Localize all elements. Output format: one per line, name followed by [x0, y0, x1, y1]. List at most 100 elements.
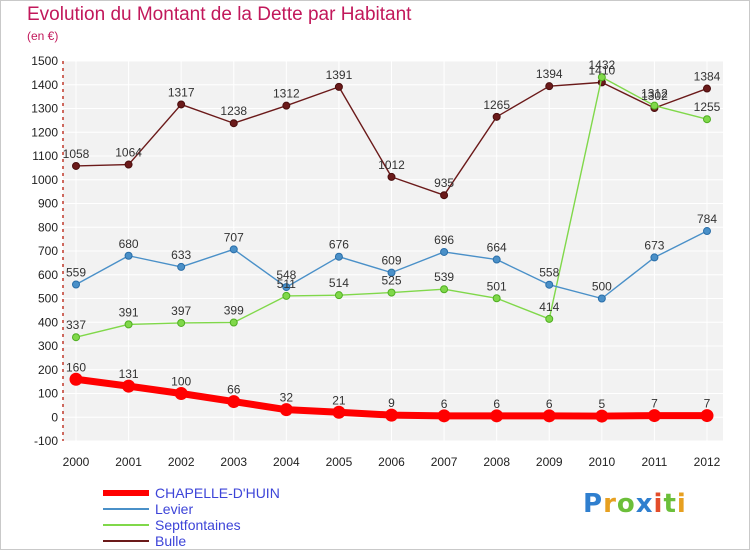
- data-label: 664: [487, 241, 507, 255]
- data-label: 784: [697, 212, 717, 226]
- proxiti-logo: Proxiti: [583, 489, 687, 519]
- data-point: [440, 285, 449, 294]
- data-label: 1012: [378, 158, 405, 172]
- data-point: [282, 283, 291, 292]
- data-point: [385, 408, 398, 422]
- y-tick-label: -100: [34, 434, 58, 448]
- x-tick-label: 2004: [273, 455, 300, 469]
- data-point: [334, 252, 343, 261]
- data-point: [703, 227, 711, 236]
- y-tick-label: 200: [38, 363, 58, 377]
- data-point: [177, 262, 186, 271]
- data-label: 673: [644, 238, 664, 252]
- data-point: [279, 403, 293, 417]
- data-label: 609: [381, 254, 401, 268]
- data-label: 696: [434, 233, 454, 247]
- y-tick-label: 1100: [32, 149, 58, 163]
- data-point: [72, 280, 80, 289]
- data-label: 100: [171, 375, 191, 389]
- data-point: [492, 294, 501, 303]
- data-label: 6: [441, 397, 448, 411]
- data-point: [490, 409, 504, 423]
- data-label: 1312: [641, 87, 668, 101]
- data-label: 935: [434, 176, 454, 190]
- data-point: [650, 101, 659, 110]
- data-label: 5: [598, 397, 605, 411]
- data-label: 501: [487, 279, 507, 293]
- data-label: 7: [651, 397, 658, 411]
- data-label: 1058: [63, 147, 90, 161]
- data-label: 66: [227, 383, 241, 397]
- x-tick-label: 2007: [431, 455, 458, 469]
- data-label: 160: [66, 360, 86, 374]
- logo-letter: P: [583, 489, 604, 519]
- legend-label: Bulle: [155, 533, 186, 549]
- data-label: 1384: [694, 70, 721, 84]
- x-tick-label: 2012: [694, 455, 721, 469]
- data-point: [597, 73, 606, 82]
- legend-label: CHAPELLE-D'HUIN: [155, 485, 280, 501]
- data-label: 525: [381, 274, 401, 288]
- logo-letter: x: [635, 489, 654, 519]
- x-tick-label: 2005: [326, 455, 353, 469]
- logo-letter: i: [653, 489, 664, 519]
- data-point: [387, 172, 396, 181]
- y-tick-label: 1200: [31, 125, 58, 139]
- data-point: [700, 409, 714, 423]
- data-label: 1302: [641, 89, 668, 103]
- data-label: 1391: [326, 68, 353, 82]
- data-point: [122, 379, 136, 393]
- logo-letter: r: [603, 489, 617, 519]
- data-point: [332, 405, 346, 419]
- data-point: [72, 333, 80, 342]
- x-tick-label: 2002: [168, 455, 195, 469]
- data-point: [229, 119, 238, 128]
- data-label: 559: [66, 265, 86, 279]
- data-point: [177, 100, 186, 109]
- data-label: 548: [276, 268, 296, 282]
- x-tick-label: 2010: [588, 455, 615, 469]
- data-label: 633: [171, 248, 191, 262]
- logo-letter: t: [663, 489, 677, 519]
- y-tick-label: 1400: [31, 78, 58, 92]
- data-label: 391: [119, 305, 139, 319]
- data-point: [545, 314, 554, 323]
- legend-label: Septfontaines: [155, 517, 241, 533]
- y-tick-label: 800: [38, 220, 58, 234]
- data-label: 1265: [483, 98, 510, 112]
- data-label: 399: [224, 303, 244, 317]
- data-label: 397: [171, 304, 191, 318]
- data-point: [647, 409, 661, 423]
- data-point: [440, 191, 449, 200]
- data-point: [703, 84, 711, 93]
- x-tick-label: 2006: [378, 455, 405, 469]
- data-label: 1432: [588, 58, 615, 72]
- data-label: 676: [329, 238, 349, 252]
- data-point: [595, 409, 609, 423]
- data-point: [387, 288, 396, 297]
- data-point: [597, 294, 606, 303]
- data-point: [437, 409, 451, 423]
- data-label: 6: [493, 397, 500, 411]
- legend-label: Levier: [155, 501, 193, 517]
- data-point: [69, 372, 83, 386]
- data-label: 1312: [273, 87, 300, 101]
- data-label: 32: [280, 391, 294, 405]
- y-tick-label: 600: [38, 268, 58, 282]
- y-tick-label: 900: [38, 197, 58, 211]
- data-point: [440, 247, 449, 256]
- data-point: [72, 161, 80, 170]
- data-point: [177, 318, 186, 327]
- data-point: [124, 251, 133, 260]
- chart-title: Evolution du Montant de la Dette par Hab…: [27, 4, 412, 25]
- x-tick-label: 2000: [63, 455, 90, 469]
- data-point: [229, 318, 238, 327]
- y-tick-label: 1300: [31, 102, 58, 116]
- data-label: 1238: [220, 104, 247, 118]
- data-point: [545, 82, 554, 91]
- data-point: [650, 253, 659, 262]
- data-label: 414: [539, 300, 559, 314]
- x-tick-label: 2003: [220, 455, 247, 469]
- data-label: 6: [546, 397, 553, 411]
